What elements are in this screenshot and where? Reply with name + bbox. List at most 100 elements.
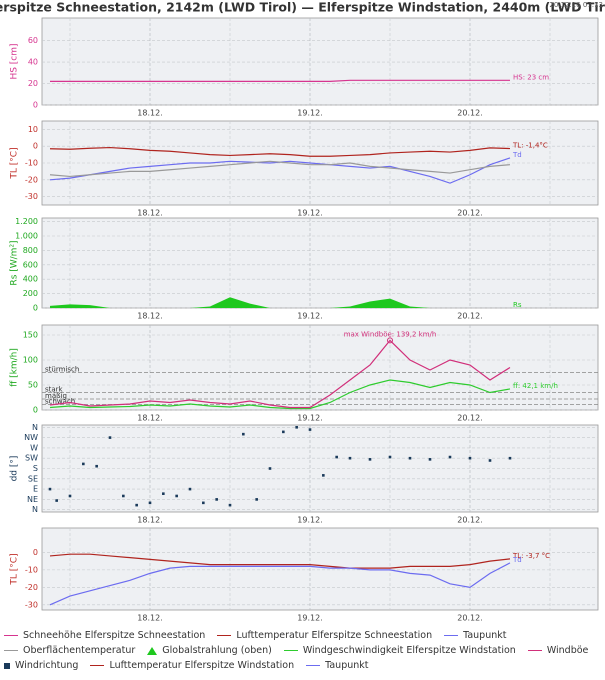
data-point bbox=[348, 456, 352, 460]
y-tick-label: 0 bbox=[33, 548, 38, 557]
y-tick-label: -10 bbox=[25, 159, 38, 168]
y-tick-label: -10 bbox=[25, 565, 38, 574]
legend-marker bbox=[444, 634, 459, 637]
end-label: ff: 42,1 km/h bbox=[513, 382, 558, 390]
y-tick-label: 10 bbox=[28, 125, 38, 134]
legend-marker bbox=[283, 649, 298, 652]
legend-item[interactable]: Taupunkt bbox=[306, 660, 369, 671]
x-tick-label: 19.12. bbox=[297, 312, 322, 321]
line bbox=[49, 553, 511, 569]
x-tick-label: 20.12. bbox=[457, 109, 482, 118]
legend-marker bbox=[217, 634, 232, 637]
y-tick-label: W bbox=[30, 443, 38, 452]
legend-item[interactable]: Windrichtung bbox=[4, 660, 78, 671]
data-point bbox=[215, 498, 218, 501]
data-point bbox=[428, 458, 432, 461]
y-tick-label: 400 bbox=[23, 275, 38, 284]
line bbox=[49, 562, 511, 606]
legend-label: Lufttemperatur Elferspitze Windstation bbox=[109, 660, 295, 671]
legend-label: Oberflächentemperatur bbox=[23, 645, 136, 656]
legend-label: Windgeschwindigkeit Elferspitze Windstat… bbox=[302, 645, 516, 656]
line bbox=[49, 146, 511, 157]
y-tick-label: -30 bbox=[25, 192, 38, 201]
end-label: HS: 23 cm bbox=[513, 73, 549, 81]
data-point bbox=[162, 492, 165, 495]
y-tick-label: S bbox=[33, 464, 38, 473]
x-tick-label: 18.12. bbox=[137, 614, 162, 623]
data-point bbox=[408, 456, 412, 460]
legend-item[interactable]: Lufttemperatur Elferspitze Windstation bbox=[90, 660, 294, 671]
y-tick-label: 60 bbox=[28, 36, 38, 45]
legend-marker bbox=[4, 649, 18, 652]
threshold-label: schwach bbox=[45, 398, 75, 406]
legend-label: Taupunkt bbox=[463, 630, 507, 641]
data-point bbox=[468, 456, 472, 460]
legend-item[interactable]: Oberflächentemperatur bbox=[4, 645, 135, 656]
end-label: Td bbox=[512, 556, 522, 564]
data-point bbox=[295, 425, 298, 429]
y-tick-label: E bbox=[33, 485, 38, 494]
threshold-label: stark bbox=[45, 386, 64, 394]
y-tick-label: -20 bbox=[25, 583, 38, 592]
legend-item[interactable]: Lufttemperatur Elferspitze Schneestation bbox=[217, 630, 432, 641]
legend-label: Schneehöhe Elferspitze Schneestation bbox=[23, 630, 206, 641]
y-tick-label: SE bbox=[28, 474, 38, 483]
x-tick-label: 19.12. bbox=[297, 109, 322, 118]
legend-label: Windböe bbox=[546, 645, 589, 656]
end-label: Rs bbox=[513, 301, 522, 309]
y-tick-label: N bbox=[32, 423, 38, 432]
x-tick-label: 18.12. bbox=[137, 109, 162, 118]
data-point bbox=[135, 503, 138, 507]
data-point bbox=[488, 459, 492, 462]
area bbox=[50, 297, 510, 308]
data-point bbox=[228, 503, 232, 507]
data-point bbox=[68, 494, 72, 498]
chart: Elferspitze Schneestation, 2142m (LWD Ti… bbox=[0, 0, 605, 623]
x-tick-label: 20.12. bbox=[457, 312, 482, 321]
x-tick-label: 20.12. bbox=[457, 209, 482, 218]
y-tick-label: 200 bbox=[23, 289, 38, 298]
legend-item[interactable]: Windgeschwindigkeit Elferspitze Windstat… bbox=[283, 645, 516, 656]
x-tick-label: 20.12. bbox=[457, 516, 482, 525]
data-point bbox=[48, 487, 52, 491]
data-point bbox=[175, 494, 178, 498]
y-tick-label: 0 bbox=[33, 304, 38, 313]
y-tick-label: SW bbox=[25, 454, 38, 463]
x-tick-label: 19.12. bbox=[297, 414, 322, 423]
data-point bbox=[55, 499, 58, 502]
chart-title: Elferspitze Schneestation, 2142m (LWD Ti… bbox=[0, 0, 605, 15]
y-tick-label: 1.000 bbox=[15, 232, 38, 241]
legend-item[interactable]: Globalstrahlung (oben) bbox=[147, 645, 272, 656]
legend-label: Taupunkt bbox=[325, 660, 369, 671]
legend-item[interactable]: Windböe bbox=[527, 645, 589, 656]
peak-label: max Windböe: 139,2 km/h bbox=[344, 330, 437, 338]
legend-label: Lufttemperatur Elferspitze Schneestation bbox=[236, 630, 433, 641]
data-point bbox=[122, 494, 125, 498]
y-axis-label: HS [cm] bbox=[10, 43, 20, 79]
y-tick-label: 150 bbox=[23, 331, 38, 340]
data-point bbox=[108, 436, 112, 439]
line bbox=[49, 379, 511, 410]
legend-marker bbox=[147, 646, 158, 655]
legend-marker bbox=[306, 664, 321, 667]
y-tick-label: 0 bbox=[33, 142, 38, 151]
data-point bbox=[202, 501, 205, 505]
x-tick-label: 20.12. bbox=[457, 614, 482, 623]
plot-area bbox=[41, 17, 599, 106]
y-tick-label: 800 bbox=[23, 246, 38, 255]
x-tick-label: 18.12. bbox=[137, 209, 162, 218]
data-point bbox=[388, 455, 392, 459]
line bbox=[49, 160, 511, 178]
timestamp: 20.12.16 07:13 bbox=[549, 1, 603, 9]
y-tick-label: 20 bbox=[28, 79, 38, 88]
y-tick-label: 50 bbox=[28, 381, 38, 390]
x-tick-label: 18.12. bbox=[137, 312, 162, 321]
data-point bbox=[335, 455, 338, 459]
y-tick-label: 0 bbox=[33, 101, 38, 110]
data-point bbox=[282, 430, 285, 434]
legend-item[interactable]: Schneehöhe Elferspitze Schneestation bbox=[4, 630, 205, 641]
legend-marker bbox=[4, 634, 18, 637]
y-tick-label: 40 bbox=[28, 58, 38, 67]
legend-item[interactable]: Taupunkt bbox=[444, 630, 506, 641]
